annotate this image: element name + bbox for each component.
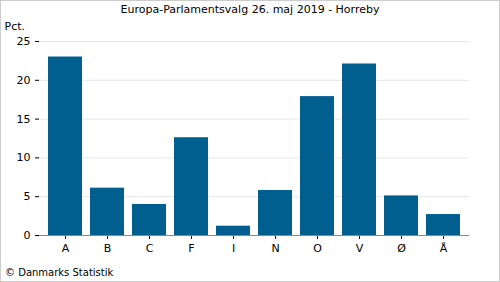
svg-text:20: 20 [17,74,31,87]
svg-text:O: O [313,242,322,255]
svg-text:A: A [62,242,70,255]
svg-text:25: 25 [17,35,31,48]
svg-text:Å: Å [440,242,448,255]
svg-text:N: N [271,242,279,255]
svg-text:15: 15 [17,113,31,126]
html-text:© Danmarks Statistik: © Danmarks Statistik [5,267,114,278]
svg-text:C: C [146,242,154,255]
svg-text:5: 5 [24,190,31,203]
html-text:Europa-Parlamentsvalg 26. maj: Europa-Parlamentsvalg 26. maj 2019 - Hor… [120,3,380,16]
svg-text:Ø: Ø [397,242,406,255]
svg-text:B: B [104,242,112,255]
svg-text:0: 0 [24,229,31,242]
svg-text:F: F [188,242,194,255]
svg-text:10: 10 [17,151,31,164]
svg-text:Pct.: Pct. [5,20,26,33]
svg-text:V: V [356,242,364,255]
svg-text:I: I [232,242,235,255]
